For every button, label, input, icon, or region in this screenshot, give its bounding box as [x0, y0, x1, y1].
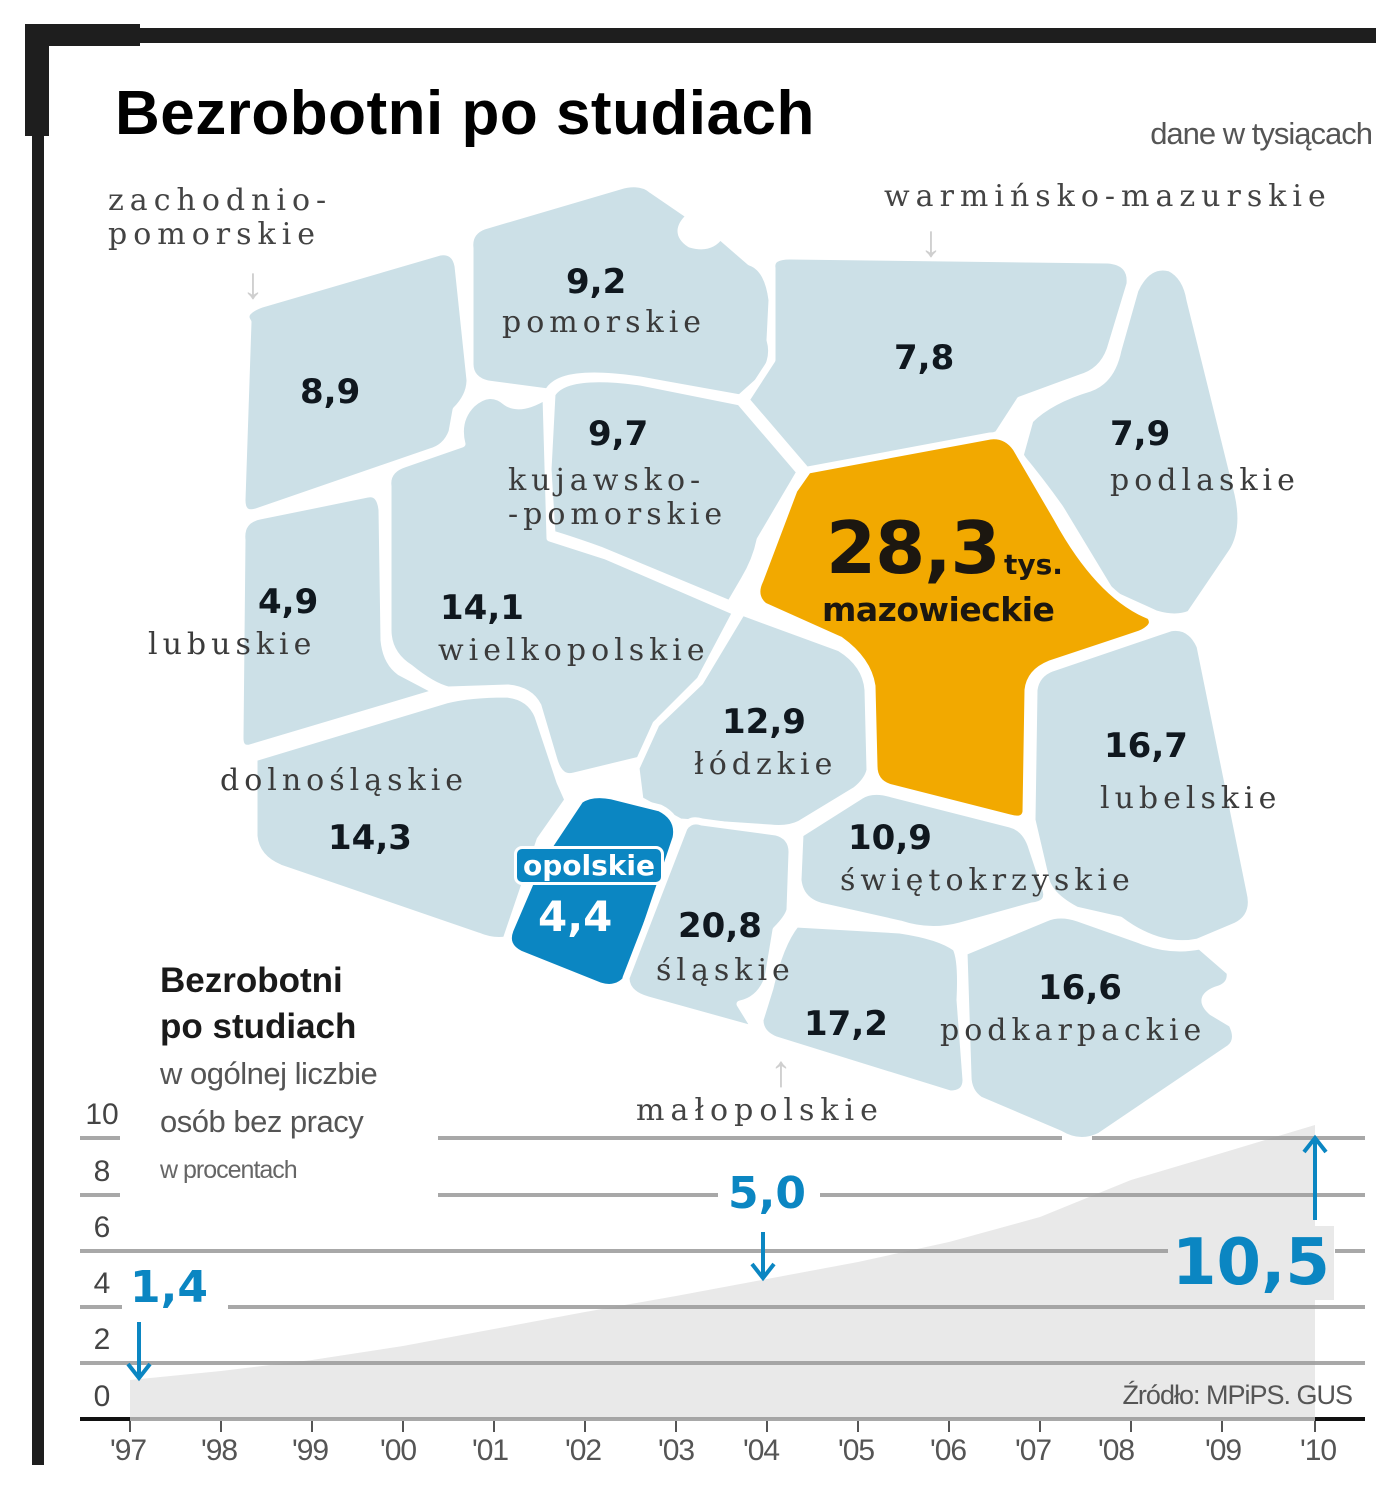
y-tick: 10: [85, 1098, 119, 1131]
callout-1997: 1,4: [130, 1262, 208, 1313]
frame-left-rule-thick: [25, 24, 49, 136]
x-tick: '07: [1015, 1434, 1052, 1467]
callout-2010: 10,5: [1168, 1226, 1334, 1300]
x-tick: '98: [201, 1434, 238, 1467]
value-dolnoslaskie: 14,3: [328, 818, 412, 858]
region-podlaskie[interactable]: [1016, 263, 1245, 621]
chart-unit: w procentach: [160, 1156, 298, 1184]
source-note: Źródło: MPiPS. GUS: [1122, 1380, 1353, 1410]
name-lubelskie: lubelskie: [1100, 781, 1282, 816]
region-swietokrzyskie[interactable]: [794, 787, 1051, 933]
name-slaskie: śląskie: [656, 953, 795, 988]
region-pomorskie[interactable]: [466, 180, 776, 402]
x-tick: '08: [1098, 1434, 1135, 1467]
x-tick: '05: [838, 1434, 875, 1467]
name-swietokrzyskie: świętokrzyskie: [840, 863, 1135, 898]
arrow-down-icon: ↓: [242, 259, 264, 308]
x-tick: '04: [743, 1434, 780, 1467]
callout-2004: 5,0: [728, 1168, 806, 1219]
y-tick: 6: [93, 1211, 111, 1244]
x-tick: '99: [292, 1434, 329, 1467]
name-kujawsko-pomorskie: kujawsko- -pomorskie: [508, 464, 727, 532]
name-opolskie: opolskie: [514, 846, 664, 885]
share-area-chart: [80, 1125, 1365, 1432]
name-podlaskie: podlaskie: [1110, 463, 1300, 498]
y-tick: 4: [93, 1267, 111, 1300]
name-lubuskie: lubuskie: [148, 627, 317, 662]
label-line-2: pomorskie: [108, 217, 322, 252]
x-tick: '97: [110, 1434, 147, 1467]
value-lubuskie: 4,9: [258, 582, 319, 622]
name-podkarpackie: podkarpackie: [940, 1013, 1207, 1048]
arrow-down-icon: ↓: [920, 217, 942, 266]
name-pomorskie: pomorskie: [502, 305, 707, 340]
y-tick: 0: [93, 1380, 111, 1413]
chart-desc-line-2: osób bez pracy: [160, 1104, 364, 1139]
name-mazowieckie: mazowieckie: [822, 590, 1055, 629]
value-malopolskie: 17,2: [804, 1004, 888, 1044]
region-dolnoslaskie[interactable]: [250, 690, 572, 944]
value-kujawsko-pomorskie: 9,7: [588, 414, 649, 454]
units-note: dane w tysiącach: [1150, 116, 1373, 151]
region-lubelskie[interactable]: [1028, 623, 1255, 948]
value-mazowieckie: 28,3: [826, 506, 1001, 590]
region-lubuskie[interactable]: [236, 490, 442, 752]
x-tick: '00: [380, 1434, 417, 1467]
label-line-1: zachodnio-: [108, 183, 333, 218]
chart-area-fill: [130, 1125, 1315, 1419]
arrow-up-icon: ↑: [770, 1047, 792, 1096]
value-opolskie: 4,4: [538, 892, 613, 941]
unit-label: tys.: [1004, 548, 1063, 581]
value-wielkopolskie: 14,1: [440, 588, 524, 628]
region-kujawsko-pomorskie[interactable]: [544, 375, 804, 608]
region-podkarpackie[interactable]: [960, 911, 1239, 1144]
name-dolnoslaskie: dolnośląskie: [220, 763, 469, 798]
callout-arrows: [126, 1134, 1328, 1382]
y-tick: 2: [93, 1323, 111, 1356]
value-pomorskie: 9,2: [566, 262, 627, 302]
x-tick: '09: [1205, 1434, 1242, 1467]
value-warminsko-mazurskie: 7,8: [894, 338, 955, 378]
value-swietokrzyskie: 10,9: [848, 818, 932, 858]
x-tick: '02: [565, 1434, 602, 1467]
label-malopolskie: małopolskie: [636, 1093, 884, 1128]
value-lubelskie: 16,7: [1104, 726, 1188, 766]
y-tick: 8: [93, 1155, 111, 1188]
chart-title-line-1: Bezrobotni: [160, 961, 343, 1000]
label-warminsko-mazurskie: warmińsko-mazurskie: [884, 179, 1332, 214]
chart-header: Bezrobotni po studiach w ogólnej liczbie…: [160, 958, 378, 1185]
region-mazowieckie[interactable]: [753, 432, 1156, 823]
value-podkarpackie: 16,6: [1038, 968, 1122, 1008]
chart-desc-line-1: w ogólnej liczbie: [160, 1056, 378, 1091]
page-title: Bezrobotni po studiach: [115, 79, 815, 148]
value-zachodniopomorskie: 8,9: [300, 372, 361, 412]
region-malopolskie[interactable]: [756, 920, 970, 1098]
value-podlaskie: 7,9: [1110, 414, 1171, 454]
value-lodzkie: 12,9: [722, 702, 806, 742]
frame-left-rule: [32, 130, 44, 1465]
name-wielkopolskie: wielkopolskie: [438, 633, 710, 668]
frame-top-rule: [30, 28, 1376, 43]
region-zachodniopomorskie[interactable]: [238, 248, 474, 517]
chart-gridlines: [80, 1136, 1365, 1421]
label-line-2: -pomorskie: [508, 497, 728, 532]
chart-title-line-2: po studiach: [160, 1007, 357, 1046]
x-tick: '01: [472, 1434, 509, 1467]
region-slaskie[interactable]: [622, 817, 796, 1034]
x-tick: '03: [658, 1434, 695, 1467]
x-tick: '10: [1300, 1434, 1337, 1467]
label-line-1: kujawsko-: [508, 463, 706, 498]
x-tick: '06: [930, 1434, 967, 1467]
value-slaskie: 20,8: [678, 906, 762, 946]
label-zachodniopomorskie: zachodnio- pomorskie: [108, 184, 332, 252]
name-lodzkie: łódzkie: [694, 747, 838, 782]
